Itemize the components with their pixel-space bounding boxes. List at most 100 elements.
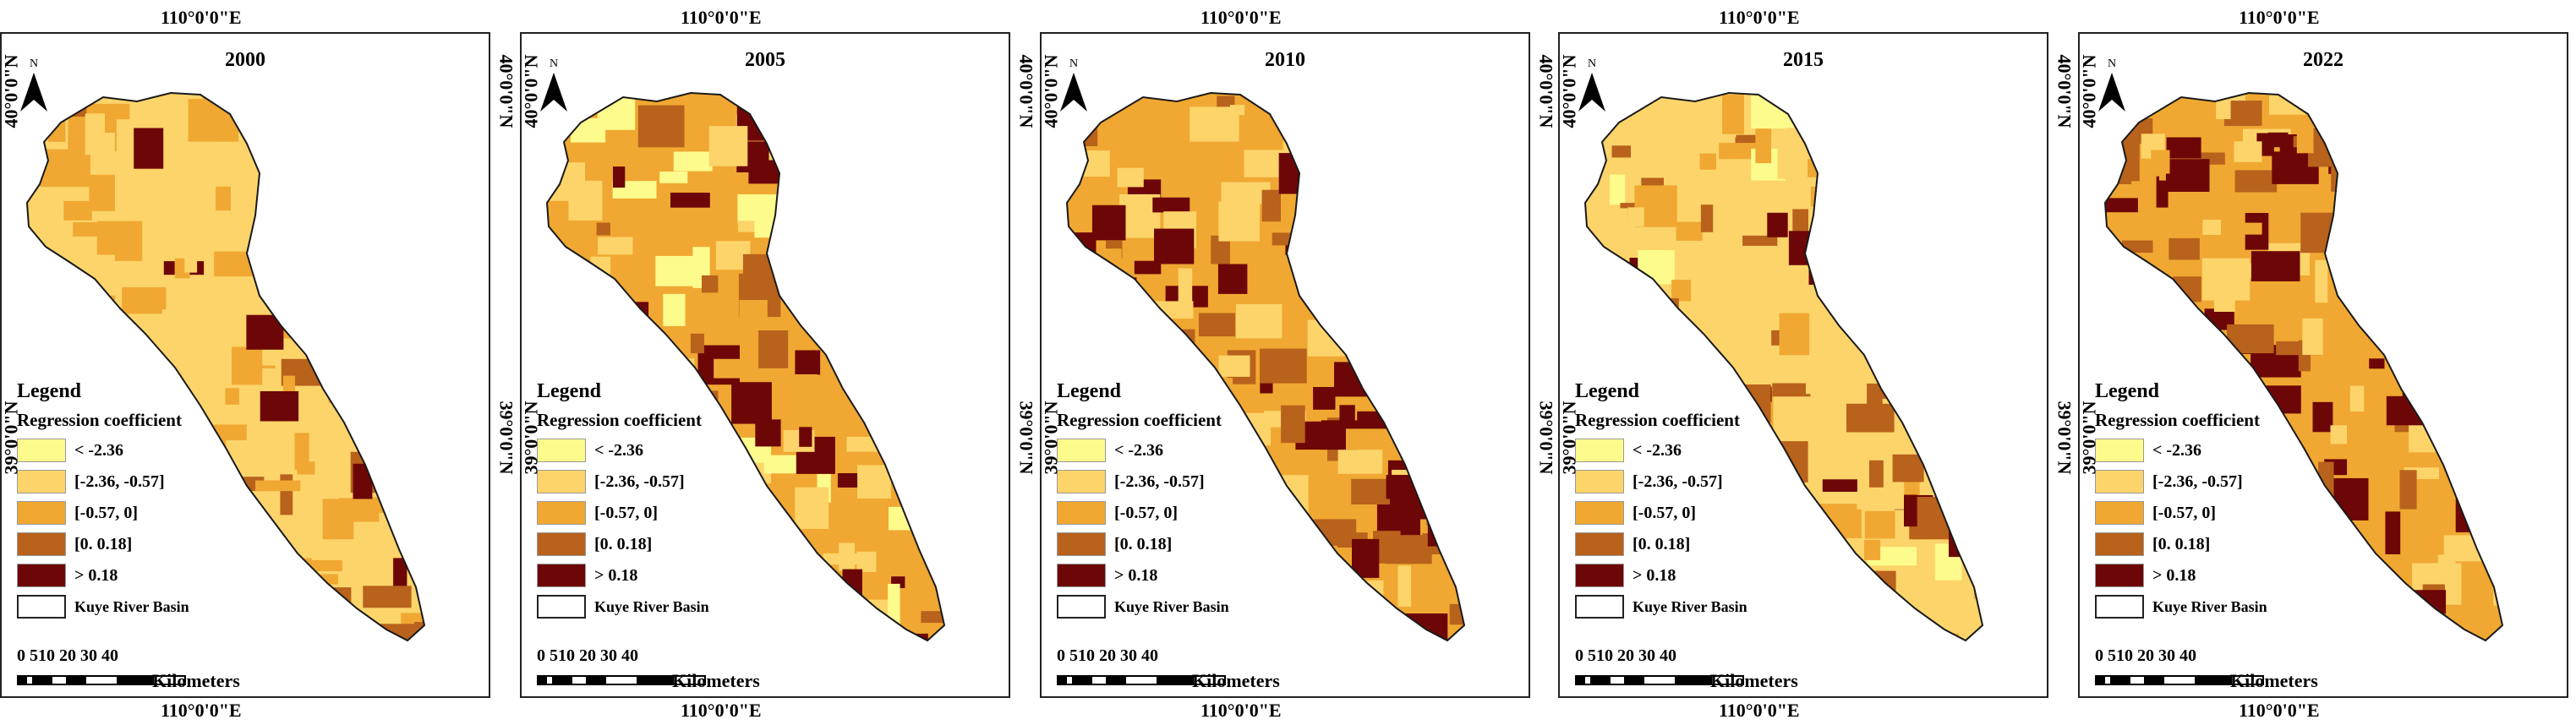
raster-patch <box>2332 247 2350 263</box>
latitude-label-right-mid: 39°0'0"N <box>2054 401 2076 475</box>
raster-patch <box>259 191 273 224</box>
raster-patch <box>320 93 348 99</box>
raster-patch <box>1926 580 1970 617</box>
raster-patch <box>2251 251 2300 281</box>
raster-patch <box>1682 353 1697 368</box>
raster-patch <box>1966 93 1983 106</box>
raster-patch <box>330 260 370 284</box>
map-panel-2005: 110°0'0"E 2005 N Legend Regression coeff… <box>520 0 1037 725</box>
scale-segment <box>1074 675 1091 685</box>
basin-outline-swatch <box>537 595 586 619</box>
legend-label: > 0.18 <box>2152 565 2196 585</box>
raster-patch <box>888 583 900 628</box>
raster-patch <box>227 210 243 223</box>
raster-patch <box>406 372 424 412</box>
scale-segment <box>1192 675 1226 685</box>
raster-patch <box>2281 617 2300 641</box>
map-panel-2022: 110°0'0"E 2022 N Legend Regression coeff… <box>2078 0 2576 725</box>
raster-patch <box>1394 138 1423 181</box>
raster-patch <box>2202 220 2221 235</box>
raster-patch <box>841 256 865 283</box>
legend-item: > 0.18 <box>1575 564 1747 587</box>
legend-label: < -2.36 <box>1114 440 1164 460</box>
raster-patch <box>1091 204 1126 241</box>
raster-patch <box>1810 186 1856 207</box>
raster-patch <box>1464 241 1492 264</box>
latitude-label-right-north: 40°0'0"N <box>2573 54 2576 128</box>
raster-patch <box>216 424 247 441</box>
raster-patch <box>1590 276 1626 298</box>
raster-patch <box>734 540 771 577</box>
scale-segment <box>1124 675 1158 685</box>
raster-patch <box>2240 222 2262 235</box>
raster-patch <box>1396 298 1419 313</box>
raster-patch <box>792 199 838 227</box>
raster-patch <box>1904 494 1917 527</box>
scale-segment <box>1108 675 1124 685</box>
raster-patch <box>375 376 415 408</box>
raster-patch <box>1414 233 1459 264</box>
raster-patch <box>321 243 356 277</box>
raster-patch <box>596 222 610 236</box>
legend-basin-label: Kuye River Basin <box>2152 597 2267 615</box>
raster-patch <box>2315 259 2328 303</box>
raster-patch <box>85 113 105 155</box>
raster-patch <box>1422 420 1445 439</box>
legend-item: [-0.57, 0] <box>1575 501 1747 525</box>
raster-patch <box>2110 264 2136 283</box>
scale-segment <box>1592 675 1609 685</box>
raster-patch <box>1966 506 1983 527</box>
scale-segment <box>588 675 604 685</box>
raster-patch <box>306 312 336 323</box>
raster-patch <box>1867 93 1884 114</box>
raster-patch <box>1972 530 1983 548</box>
raster-patch <box>414 622 424 639</box>
raster-patch <box>1900 240 1938 281</box>
raster-patch <box>1892 454 1924 482</box>
legend-swatch <box>2095 439 2144 462</box>
legend-title: Legend <box>17 380 82 402</box>
raster-patch <box>2105 198 2138 213</box>
raster-patch <box>888 312 911 341</box>
legend-item: > 0.18 <box>537 564 709 587</box>
raster-patch <box>1357 259 1386 295</box>
raster-patch <box>2338 158 2378 201</box>
raster-patch <box>837 211 886 237</box>
raster-patch <box>1589 274 1607 303</box>
scale-segment <box>571 675 588 685</box>
raster-patch <box>379 246 404 276</box>
raster-patch <box>1341 260 1361 279</box>
raster-patch <box>1423 377 1464 406</box>
legend-swatch <box>2095 501 2144 525</box>
raster-patch <box>637 105 685 148</box>
raster-patch <box>353 463 373 499</box>
legend: Legend Regression coefficient < -2.36 [-2… <box>1057 380 1229 619</box>
legend-swatch <box>1057 564 1106 587</box>
raster-patch <box>1973 428 1983 464</box>
legend-label: [-2.36, -0.57] <box>1633 472 1723 491</box>
raster-patch <box>892 155 943 176</box>
latitude-label-right-mid: 39°0'0"N <box>1535 401 1557 475</box>
raster-patch <box>1300 93 1344 103</box>
raster-patch <box>884 269 922 284</box>
raster-patch <box>1265 634 1291 641</box>
raster-patch <box>1198 313 1235 337</box>
basin-map <box>2103 91 2504 642</box>
raster-patch <box>655 255 703 286</box>
raster-patch <box>1774 488 1797 533</box>
legend-item: [0. 0.18] <box>17 532 189 556</box>
legend-basin-label: Kuye River Basin <box>594 597 709 615</box>
legend-label: > 0.18 <box>1114 565 1158 585</box>
raster-patch <box>1857 487 1905 510</box>
raster-patch <box>2296 121 2314 154</box>
raster-patch <box>837 473 861 488</box>
latitude-label-left-mid: 39°0'0"N <box>1040 401 1062 475</box>
scale-segment <box>1583 675 1592 685</box>
legend-swatch <box>2095 470 2144 493</box>
north-label: N <box>29 57 39 70</box>
raster-patch <box>547 93 581 113</box>
latitude-label-left-north: 40°0'0"N <box>2078 54 2100 128</box>
legend-subtitle: Regression coefficient <box>1057 410 1222 430</box>
raster-patch <box>1413 125 1436 149</box>
raster-patch <box>598 237 633 255</box>
